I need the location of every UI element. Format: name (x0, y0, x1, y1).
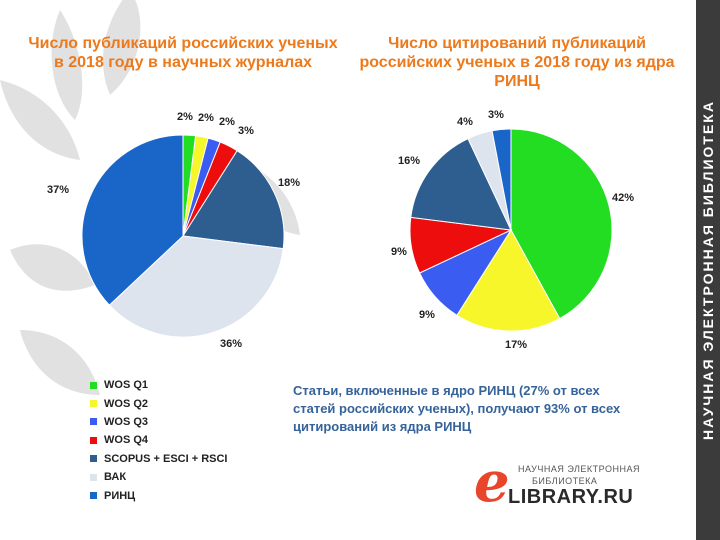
pie-slice-vak (108, 235, 284, 338)
chart-legend: WOS Q1 WOS Q2 WOS Q3 WOS Q4 SCOPUS + ESC… (90, 376, 227, 505)
legend-item: WOS Q1 (90, 376, 227, 394)
legend-item: ВАК (90, 468, 227, 486)
legend-swatch (90, 436, 97, 444)
legend-swatch (90, 400, 97, 408)
legend-item: РИНЦ (90, 486, 227, 504)
legend-swatch (90, 455, 97, 463)
legend-label: ВАК (104, 471, 127, 484)
legend-item: WOS Q2 (90, 394, 227, 412)
legend-swatch (90, 418, 97, 426)
citation-note: Статьи, включенные в ядро РИНЦ (27% от в… (293, 383, 621, 434)
legend-item: SCOPUS + ESCI + RSCI (90, 450, 227, 468)
pie-slice-wos-q2 (456, 229, 561, 332)
data-label: 9% (391, 246, 407, 258)
legend-label: WOS Q2 (104, 397, 149, 410)
logo-subtitle-line1: НАУЧНАЯ ЭЛЕКТРОННАЯ (518, 464, 640, 474)
data-label: 9% (419, 309, 435, 321)
data-label: 16% (398, 155, 420, 167)
sidebar-band (696, 0, 720, 540)
elibrary-logo: e НАУЧНАЯ ЭЛЕКТРОННАЯ БИБЛИОТЕКА LIBRARY… (474, 454, 664, 510)
legend-item: WOS Q4 (90, 431, 227, 449)
pie-slice-wos-q1 (510, 128, 613, 320)
legend-label: WOS Q1 (104, 379, 149, 392)
legend-label: WOS Q4 (104, 434, 149, 447)
data-label: 2% (198, 112, 214, 124)
legend-label: SCOPUS + ESCI + RSCI (104, 452, 228, 465)
logo-name: LIBRARY.RU (508, 486, 634, 508)
legend-swatch (90, 492, 97, 500)
data-label: 3% (238, 125, 254, 137)
pie-slice-scopus-esci-rsci (182, 150, 285, 250)
logo-e-letter: e (474, 449, 510, 515)
pie-slice-scopus-esci-rsci (410, 137, 512, 231)
sidebar-vertical-text: НАУЧНАЯ ЭЛЕКТРОННАЯ БИБЛИОТЕКА (700, 100, 716, 440)
legend-item: WOS Q3 (90, 413, 227, 431)
legend-swatch (90, 473, 97, 481)
pie-slice-rinc (81, 134, 184, 306)
legend-swatch (90, 381, 97, 389)
data-label: 3% (488, 109, 504, 121)
left-chart-title: Число публикаций российских ученых в 201… (28, 35, 338, 71)
legend-label: РИНЦ (104, 489, 136, 502)
legend-label: WOS Q3 (104, 415, 149, 428)
data-label: 2% (177, 111, 193, 123)
data-label: 36% (220, 338, 242, 350)
data-label: 42% (612, 192, 634, 204)
logo-subtitle-line2: БИБЛИОТЕКА (532, 476, 598, 486)
data-label: 17% (505, 339, 527, 351)
pie-slice-rinc (491, 128, 512, 231)
data-label: 2% (219, 116, 235, 128)
right-chart-title: Число цитирований публикаций российских … (359, 35, 675, 90)
data-label: 18% (278, 177, 300, 189)
data-label: 37% (47, 184, 69, 196)
data-label: 4% (457, 116, 473, 128)
